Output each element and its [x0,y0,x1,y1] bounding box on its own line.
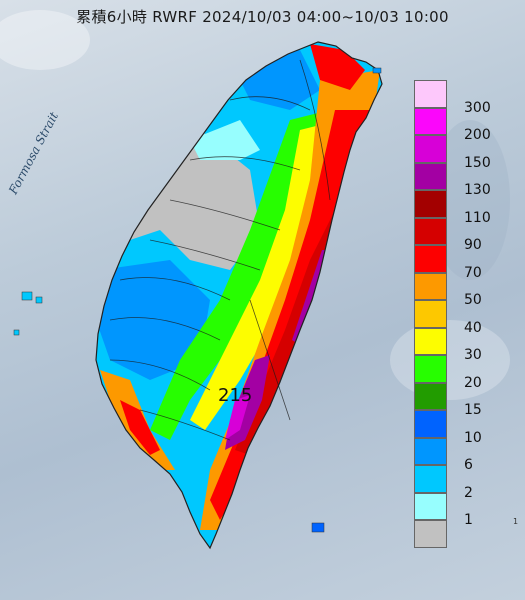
max-rainfall-label: 215 [218,385,253,406]
river-lines [109,59,331,441]
legend-swatch [414,80,447,108]
legend-label: 90 [464,237,482,253]
legend-label: 50 [464,292,482,308]
legend-swatch [414,327,447,355]
legend-label: 20 [464,374,482,391]
legend-label: 200 [464,127,491,143]
legend-label: 10 [464,429,482,446]
legend-swatch [414,465,447,493]
green-island [311,522,325,533]
legend-swatch [414,107,447,135]
legend-label: 1 [464,512,473,528]
legend-swatch [414,190,447,218]
legend-label: 110 [464,209,491,226]
legend-swatch [414,382,447,410]
legend-swatch [414,520,447,548]
legend-swatch [414,162,447,190]
legend-label: 300 [464,99,491,116]
legend-label: 6 [464,457,473,473]
legend-swatch [414,300,447,328]
legend-label: 30 [464,347,482,363]
legend-swatch [414,217,447,245]
legend-swatch [414,410,447,438]
penghu-islands [13,291,43,336]
map-title: 累積6小時 RWRF 2024/10/03 04:00~10/03 10:00 [76,8,449,26]
corner-text: 1 [513,517,519,526]
legend-label: 2 [464,484,473,501]
turtle-island [372,67,382,74]
legend-label: 15 [464,402,482,418]
legend-swatch [414,245,447,273]
legend-swatch [414,355,447,383]
legend-label: 150 [464,154,491,171]
legend-swatch [414,492,447,520]
legend-swatch [414,135,447,163]
legend-label: 130 [464,182,491,198]
island-outline [95,41,383,550]
legend-label: 70 [464,264,482,281]
legend-swatch [414,437,447,465]
rainfall-legend: 300 200 150 130 110 90 70 50 40 30 20 15 10 6 2 1 [414,80,519,570]
legend-label: 40 [464,319,482,336]
legend-swatch [414,272,447,300]
rainfall-field [96,42,382,548]
